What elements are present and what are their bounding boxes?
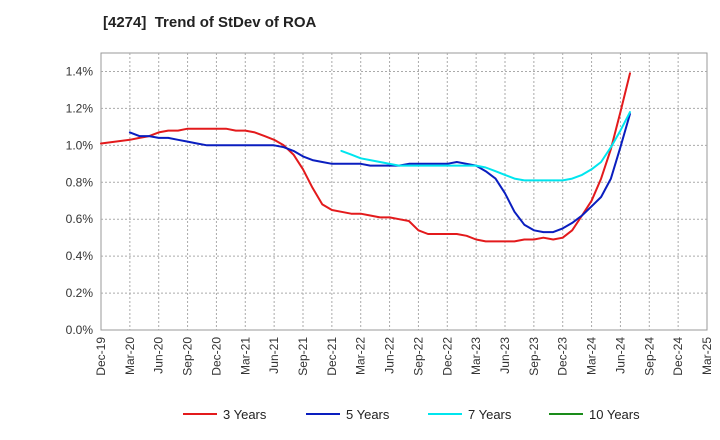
- x-tick-label: Sep-21: [296, 337, 310, 376]
- y-tick-label: 0.4%: [66, 249, 94, 263]
- legend-label-5-years: 5 Years: [346, 407, 390, 422]
- x-tick-label: Jun-24: [613, 337, 627, 374]
- x-tick-label: Sep-22: [411, 337, 425, 376]
- x-tick-label: Sep-24: [642, 337, 656, 376]
- y-tick-label: 1.0%: [66, 138, 94, 152]
- y-tick-label: 1.2%: [66, 101, 94, 115]
- series-line-3-years: [100, 72, 631, 243]
- legend-label-10-years: 10 Years: [589, 407, 640, 422]
- x-tick-label: Jun-21: [267, 337, 281, 374]
- y-tick-label: 0.6%: [66, 212, 94, 226]
- x-tick-label: Mar-21: [238, 337, 252, 375]
- legend-layer: 3 Years 5 Years 7 Years 10 Years: [183, 407, 640, 422]
- x-tick-label: Mar-25: [700, 337, 714, 375]
- x-tick-label: Dec-23: [556, 337, 570, 376]
- legend-label-3-years: 3 Years: [223, 407, 267, 422]
- y-tick-label: 0.8%: [66, 175, 94, 189]
- legend-label-7-years: 7 Years: [468, 407, 512, 422]
- y-tick-label: 0.2%: [66, 286, 94, 300]
- y-tick-label: 1.4%: [66, 64, 94, 78]
- series-line-7-years: [340, 111, 631, 182]
- series-layer: [100, 72, 631, 243]
- x-tick-label: Jun-20: [152, 337, 166, 374]
- x-tick-label: Sep-23: [527, 337, 541, 376]
- x-tick-label: Jun-23: [498, 337, 512, 374]
- x-tick-label: Dec-20: [209, 337, 223, 376]
- x-tick-label: Mar-23: [469, 337, 483, 375]
- x-tick-label: Dec-21: [325, 337, 339, 376]
- axis-layer: 0.0% 0.2% 0.4% 0.6% 0.8% 1.0% 1.2% 1.4% Dec-19 Ma…: [66, 64, 714, 375]
- y-tick-label: 0.0%: [66, 323, 94, 337]
- x-tick-label: Dec-24: [671, 337, 685, 376]
- x-tick-label: Jun-22: [383, 337, 397, 374]
- x-tick-label: Dec-22: [440, 337, 454, 376]
- x-tick-label: Mar-20: [123, 337, 137, 375]
- series-line-5-years: [128, 112, 631, 234]
- grid-layer: [100, 52, 708, 331]
- x-tick-label: Sep-20: [181, 337, 195, 376]
- x-tick-label: Mar-24: [585, 337, 599, 375]
- chart-title: [4274] Trend of StDev of ROA: [103, 14, 317, 31]
- x-tick-label: Dec-19: [94, 337, 108, 376]
- x-tick-label: Mar-22: [354, 337, 368, 375]
- plot-area: [100, 52, 708, 331]
